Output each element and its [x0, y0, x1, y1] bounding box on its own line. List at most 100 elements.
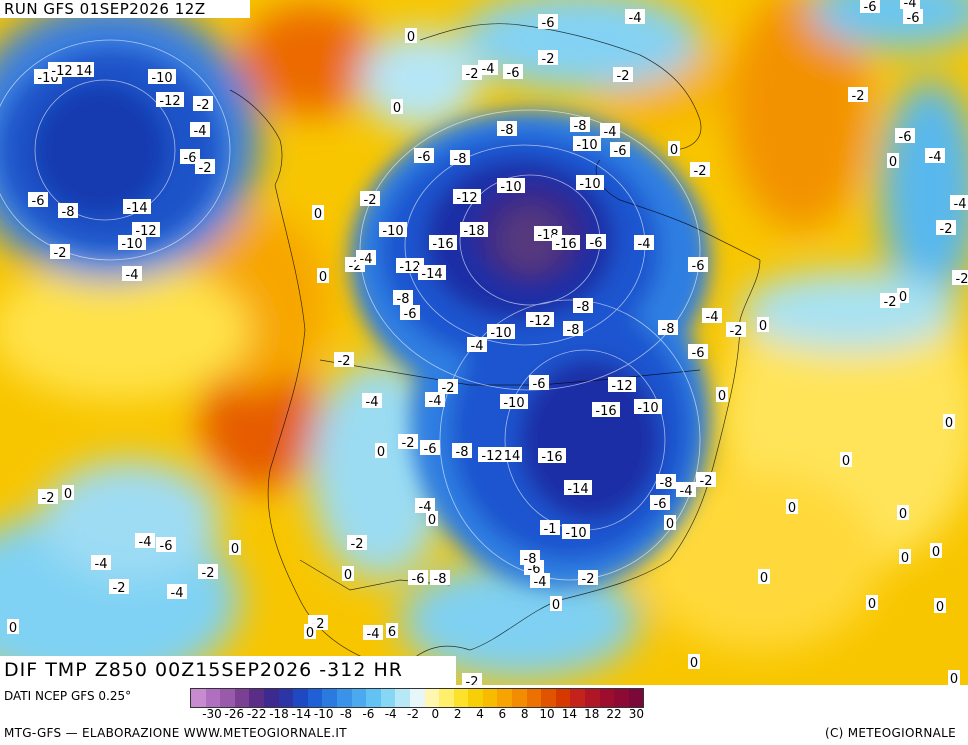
svg-text:-8: -8	[567, 323, 580, 338]
svg-text:0: 0	[759, 319, 767, 334]
svg-text:-8: -8	[434, 572, 447, 587]
svg-text:-2: -2	[202, 566, 215, 581]
svg-text:-2: -2	[54, 246, 67, 261]
contour-label: -6	[408, 570, 428, 587]
svg-text:-4: -4	[954, 197, 967, 212]
legend-swatch	[599, 689, 615, 707]
contour-label: 14	[502, 447, 522, 464]
contour-label: -2	[398, 434, 418, 451]
svg-text:-2: -2	[940, 222, 953, 237]
svg-text:-2: -2	[884, 295, 897, 310]
legend-tick-label: -6	[362, 707, 375, 721]
legend-swatch	[541, 689, 556, 707]
svg-text:-4: -4	[429, 394, 442, 409]
svg-text:-6: -6	[404, 307, 417, 322]
svg-text:0: 0	[950, 672, 958, 685]
legend-swatch	[409, 689, 425, 707]
contour-label: -2	[109, 579, 129, 596]
svg-text:-10: -10	[382, 224, 403, 239]
contour-label: -18	[460, 222, 488, 239]
contour-label: -16	[538, 448, 566, 465]
contour-label: -4	[478, 60, 498, 77]
contour-label: -4	[167, 584, 187, 601]
legend-swatch	[351, 689, 367, 707]
svg-text:-4: -4	[366, 395, 379, 410]
contour-label: -6	[503, 64, 523, 81]
svg-text:-12: -12	[51, 64, 72, 79]
contour-label: -8	[573, 298, 593, 315]
contour-label: 0	[304, 624, 316, 641]
svg-text:-2: -2	[730, 324, 743, 339]
svg-text:-2: -2	[852, 89, 865, 104]
svg-text:-10: -10	[151, 71, 172, 86]
contour-label: 0	[899, 549, 911, 566]
contour-label: 0	[405, 28, 417, 45]
svg-text:0: 0	[868, 597, 876, 612]
svg-text:-4: -4	[604, 125, 617, 140]
svg-text:0: 0	[788, 501, 796, 516]
svg-text:0: 0	[932, 545, 940, 560]
contour-label: -2	[538, 50, 558, 67]
svg-text:0: 0	[690, 656, 698, 671]
contour-label: -8	[497, 121, 517, 138]
contour-label: -8	[393, 290, 413, 307]
contour-label: -8	[452, 443, 472, 460]
svg-text:-4: -4	[95, 557, 108, 572]
contour-label: -10	[487, 324, 515, 341]
svg-text:-6: -6	[692, 346, 705, 361]
svg-text:0: 0	[314, 207, 322, 222]
contour-label: -2	[360, 191, 380, 208]
svg-text:-6: -6	[533, 377, 546, 392]
contour-label: -10	[148, 69, 176, 86]
contour-label: -6	[538, 14, 558, 31]
svg-text:-10: -10	[565, 526, 586, 541]
svg-text:-2: -2	[402, 436, 415, 451]
contour-label: -6	[529, 375, 549, 392]
svg-text:0: 0	[344, 568, 352, 583]
svg-text:-2: -2	[113, 581, 126, 596]
contour-label: -12	[156, 92, 184, 109]
legend-swatch	[570, 689, 586, 707]
legend-swatch	[263, 689, 279, 707]
contour-label: 0	[840, 452, 852, 469]
legend-swatch	[234, 689, 250, 707]
contour-label: 0	[897, 505, 909, 522]
svg-text:-2: -2	[466, 67, 479, 82]
svg-text:-4: -4	[929, 150, 942, 165]
svg-text:-12: -12	[456, 191, 477, 206]
legend-swatch	[322, 689, 337, 707]
legend-tick-label: 4	[476, 707, 484, 721]
svg-text:-8: -8	[577, 300, 590, 315]
contour-label: -12	[453, 189, 481, 206]
legend-swatch	[555, 689, 571, 707]
legend-swatch	[249, 689, 264, 707]
contour-label: 0	[317, 268, 329, 285]
contour-label: -4	[950, 195, 968, 212]
legend-swatch	[293, 689, 308, 707]
contour-label: 0	[930, 543, 942, 560]
contour-label: 0	[943, 414, 955, 431]
contour-label: -2	[50, 244, 70, 261]
contour-label: -6	[414, 148, 434, 165]
contour-label: 0	[897, 288, 909, 305]
svg-text:0: 0	[842, 454, 850, 469]
svg-text:-6: -6	[899, 130, 912, 145]
contour-label: -4	[900, 0, 920, 11]
legend-swatch	[336, 689, 352, 707]
contour-label: -12	[396, 258, 424, 275]
svg-text:-2: -2	[694, 164, 707, 179]
svg-text:-6: -6	[654, 497, 667, 512]
contour-label: 0	[758, 569, 770, 586]
legend-tick-label: -4	[384, 707, 397, 721]
color-legend	[190, 688, 645, 708]
legend-tick-label: 0	[431, 707, 440, 721]
legend-swatch	[395, 689, 410, 707]
contour-label: -4	[925, 148, 945, 165]
svg-text:0: 0	[899, 507, 907, 522]
svg-text:0: 0	[64, 487, 72, 502]
contour-label: 0	[716, 387, 728, 404]
contour-label: -4	[356, 250, 376, 267]
svg-text:-16: -16	[432, 237, 453, 252]
contour-label: 0	[391, 99, 403, 116]
contour-label: -14	[564, 480, 592, 497]
